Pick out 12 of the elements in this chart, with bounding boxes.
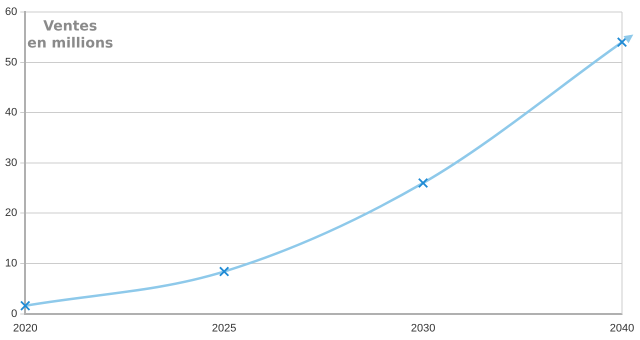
y-tick-label: 30 <box>4 156 18 169</box>
y-tick-label: 0 <box>11 308 18 320</box>
x-tick-label: 2040 <box>610 322 634 334</box>
x-tick-label: 2025 <box>212 322 236 334</box>
y-tick-label: 20 <box>4 207 18 220</box>
y-tick-label: 10 <box>4 258 18 270</box>
y-tick-label: 60 <box>4 6 18 18</box>
y-tick-label: 50 <box>4 56 18 68</box>
x-tick-label: 2030 <box>410 322 436 334</box>
annotation: Ventes en millions <box>27 18 114 52</box>
y-tick-label: 40 <box>4 106 18 119</box>
x-tick-label: 2020 <box>12 322 38 334</box>
